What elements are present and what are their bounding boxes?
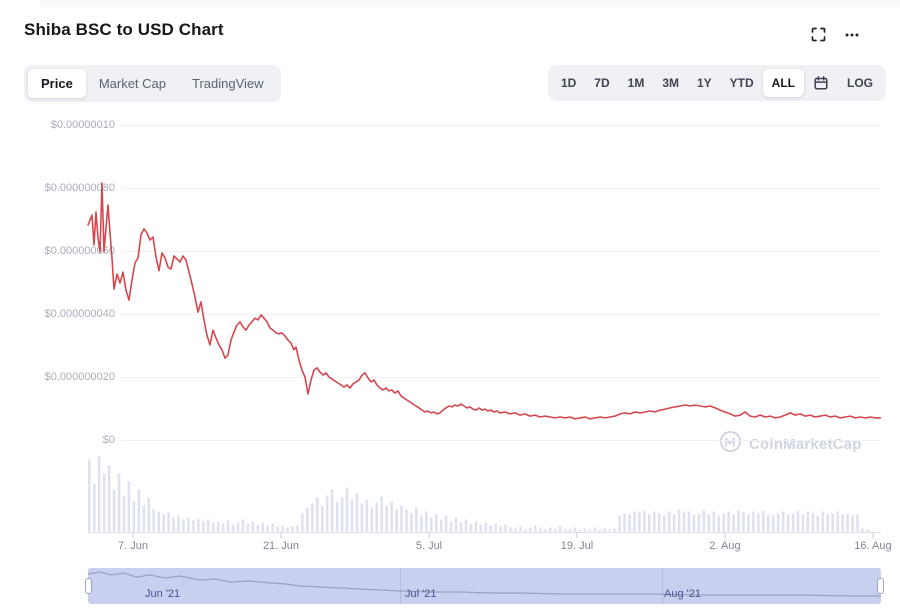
watermark-text: CoinMarketCap (749, 435, 862, 453)
navigator-left-handle[interactable] (85, 578, 92, 594)
navigator-mini-line (88, 571, 881, 597)
y-axis-label: $0.000000020 (44, 371, 115, 383)
chart-type-tabs: Price Market Cap TradingView (24, 65, 281, 102)
coinmarketcap-logo-icon (719, 430, 742, 458)
page-title: Shiba BSC to USD Chart (24, 20, 224, 39)
y-axis-label: $0.000000080 (44, 182, 115, 194)
range-all[interactable]: ALL (762, 69, 804, 97)
chart-range-navigator[interactable]: Jun '21 Jul '21 Aug '21 (85, 568, 884, 604)
tab-tradingview[interactable]: TradingView (179, 69, 277, 98)
x-axis-label: 21. Jun (262, 540, 300, 552)
x-axis-label: 19. Jul (560, 540, 594, 552)
range-toolbar: 1D 7D 1M 3M 1Y YTD ALL LOG (547, 65, 886, 101)
log-scale-toggle[interactable]: LOG (838, 69, 882, 97)
fullscreen-icon (810, 26, 827, 46)
range-1d[interactable]: 1D (552, 69, 585, 97)
range-1m[interactable]: 1M (619, 69, 654, 97)
volume-bars (88, 456, 869, 532)
x-axis-label: 16. Aug (854, 540, 892, 552)
x-axis-label: 2. Aug (709, 540, 741, 552)
more-options-button[interactable] (840, 24, 864, 48)
navigator-month-separator (662, 568, 663, 604)
fullscreen-button[interactable] (806, 24, 830, 48)
range-7d[interactable]: 7D (585, 69, 618, 97)
more-horizontal-icon (844, 27, 860, 46)
y-axis-label: $0.000000040 (44, 308, 115, 320)
navigator-right-handle[interactable] (877, 578, 884, 594)
range-1y[interactable]: 1Y (688, 69, 721, 97)
tab-market-cap[interactable]: Market Cap (86, 69, 179, 98)
navigator-label-jun: Jun '21 (145, 588, 181, 600)
y-axis-label: $0 (102, 434, 115, 446)
navigator-label-jul: Jul '21 (405, 588, 437, 600)
price-line (87, 182, 882, 420)
y-axis-label: $0.000000060 (44, 245, 115, 257)
range-ytd[interactable]: YTD (721, 69, 763, 97)
price-volume-plot (87, 125, 882, 539)
range-3m[interactable]: 3M (653, 69, 688, 97)
tab-price[interactable]: Price (28, 69, 86, 98)
coinmarketcap-watermark: CoinMarketCap (719, 430, 862, 458)
navigator-label-aug: Aug '21 (664, 588, 701, 600)
navigator-month-separator (400, 568, 401, 604)
x-axis-label: 5. Jul (415, 540, 443, 552)
navigator-line (88, 571, 881, 597)
page-top-strip (40, 0, 900, 7)
x-axis-label: 7. Jun (118, 540, 148, 552)
price-chart-area[interactable]: $0.00000010 $0.000000080 $0.000000060 $0… (0, 108, 900, 568)
calendar-icon (813, 75, 829, 94)
y-axis-label: $0.00000010 (50, 119, 115, 131)
calendar-button[interactable] (804, 70, 838, 97)
